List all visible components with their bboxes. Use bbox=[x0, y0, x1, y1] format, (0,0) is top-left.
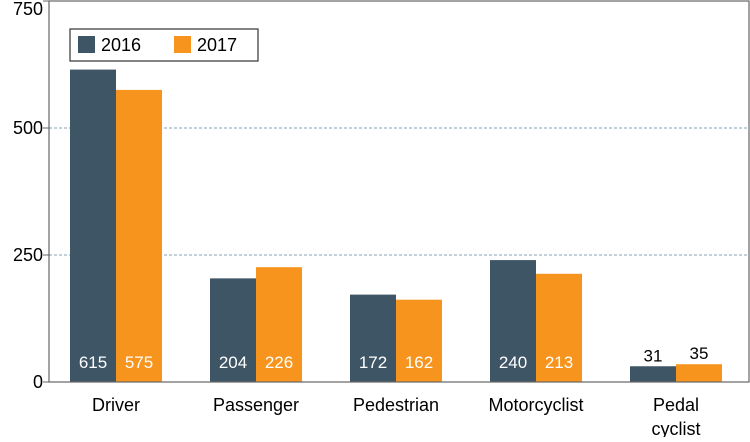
data-label: 162 bbox=[405, 353, 433, 372]
legend: 2016 2017 bbox=[69, 28, 259, 62]
grid-lines bbox=[49, 127, 749, 256]
legend-box bbox=[69, 28, 259, 62]
y-axis: 0 250 500 750 bbox=[13, 0, 49, 392]
x-tick-label: Pedal bbox=[653, 395, 699, 415]
data-label: 31 bbox=[644, 346, 663, 365]
data-label: 226 bbox=[265, 353, 293, 372]
legend-swatch-2017 bbox=[174, 36, 191, 53]
y-tick-label: 500 bbox=[13, 118, 43, 138]
x-tick-label: Motorcyclist bbox=[488, 395, 583, 415]
bar-2017-2 bbox=[396, 299, 442, 382]
x-tick-label: Driver bbox=[92, 395, 140, 415]
bar-2016-4 bbox=[630, 366, 676, 382]
legend-label-2016: 2016 bbox=[101, 35, 141, 55]
data-label: 615 bbox=[79, 353, 107, 372]
data-label: 240 bbox=[499, 353, 527, 372]
x-tick-label: Passenger bbox=[213, 395, 299, 415]
bar-2017-3 bbox=[536, 273, 582, 382]
x-tick-label: cyclist bbox=[652, 419, 701, 437]
bar-2017-0 bbox=[116, 89, 162, 383]
data-label: 213 bbox=[545, 353, 573, 372]
bar-2017-1 bbox=[256, 267, 302, 382]
plot-frame bbox=[48, 0, 750, 383]
y-tick-label: 0 bbox=[33, 372, 43, 392]
y-tick-label: 250 bbox=[13, 245, 43, 265]
x-tick-label: Pedestrian bbox=[353, 395, 439, 415]
y-tick-label: 750 bbox=[13, 0, 43, 19]
legend-label-2017: 2017 bbox=[197, 35, 237, 55]
x-axis: Driver Passenger Pedestrian Motorcyclist Ped… bbox=[92, 395, 701, 439]
data-label: 204 bbox=[219, 353, 247, 372]
data-labels: 615 575 204 226 172 162 240 213 31 35 bbox=[79, 344, 709, 372]
bars bbox=[70, 69, 722, 383]
bar-2016-1 bbox=[210, 278, 256, 382]
bar-2016-3 bbox=[490, 260, 536, 382]
data-label: 575 bbox=[125, 353, 153, 372]
bar-2016-2 bbox=[350, 294, 396, 382]
data-label: 172 bbox=[359, 353, 387, 372]
bar-2017-4 bbox=[676, 364, 722, 382]
data-label: 35 bbox=[690, 344, 709, 363]
legend-swatch-2016 bbox=[78, 36, 95, 53]
bar-2016-0 bbox=[70, 69, 116, 382]
